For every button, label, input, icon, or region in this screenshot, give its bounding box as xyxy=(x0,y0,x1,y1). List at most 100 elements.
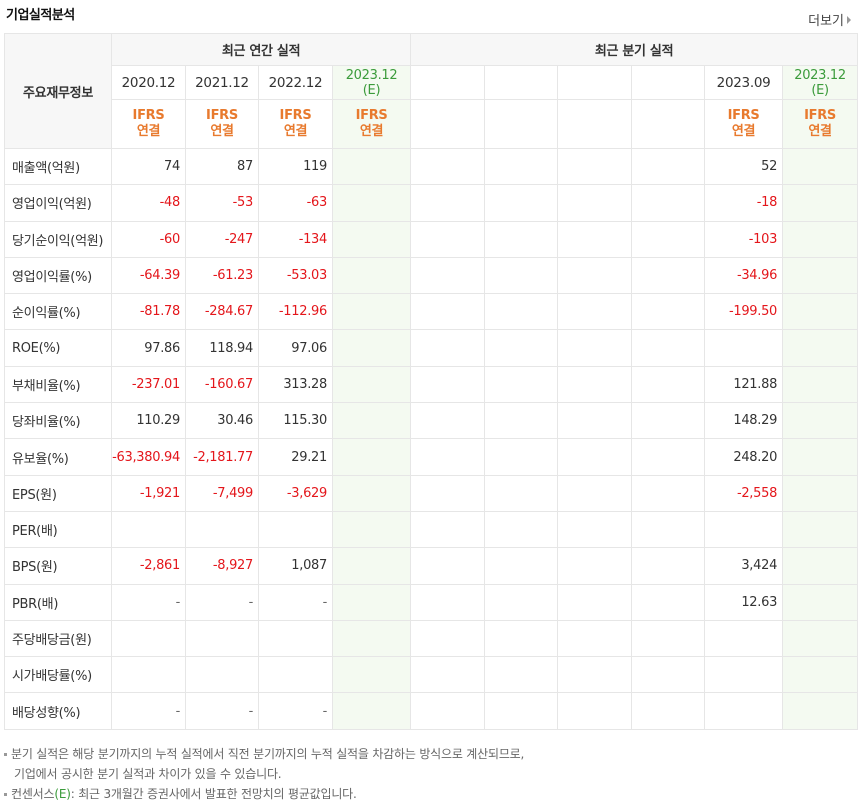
table-cell: 119 xyxy=(258,147,333,186)
financial-table: 주요재무정보 최근 연간 실적 최근 분기 실적 2020.12 2021.12 2… xyxy=(4,33,859,730)
row-label: 부채비율(%) xyxy=(4,365,112,404)
table-cell xyxy=(631,438,706,476)
table-cell xyxy=(185,619,259,658)
annual-group-header: 최근 연간 실적 xyxy=(110,33,412,66)
table-cell: -3,629 xyxy=(258,474,333,512)
table-cell: -1,921 xyxy=(111,474,186,512)
table-cell: 97.86 xyxy=(111,329,186,367)
more-link-label: 더보기 xyxy=(808,14,844,29)
footnote-1: 분기 실적은 해당 분기까지의 누적 실적에서 직전 분기까지의 누적 실적을 … xyxy=(4,744,524,764)
table-cell xyxy=(331,510,412,549)
table-cell xyxy=(782,510,859,549)
table-cell: -8,927 xyxy=(185,547,259,585)
table-cell xyxy=(185,656,259,694)
bullet-icon xyxy=(4,753,7,756)
table-cell: -2,181.77 xyxy=(185,438,259,476)
table-cell xyxy=(782,547,859,585)
table-row: 당기순이익(억원) -60 -247 -134 -103 xyxy=(4,220,859,258)
table-cell xyxy=(631,474,706,512)
table-cell xyxy=(631,256,706,295)
table-cell xyxy=(782,220,859,258)
table-cell xyxy=(258,510,333,549)
table-cell: - xyxy=(185,583,259,621)
table-cell xyxy=(631,220,706,258)
table-cell xyxy=(557,619,633,658)
ifrs-label: IFRS xyxy=(279,108,312,123)
table-cell xyxy=(557,692,633,730)
table-cell: -63,380.94 xyxy=(111,438,186,476)
table-cell xyxy=(410,365,486,404)
table-cell xyxy=(331,583,412,621)
table-cell: 30.46 xyxy=(185,402,259,440)
period-header: 2020.12 xyxy=(111,65,186,100)
table-cell xyxy=(331,293,412,331)
table-cell xyxy=(410,293,486,331)
table-cell xyxy=(331,402,412,440)
row-label: 주당배당금(원) xyxy=(4,619,112,658)
table-row: 부채비율(%) -237.01 -160.67 313.28 121.88 xyxy=(4,365,859,404)
table-cell xyxy=(484,510,559,549)
row-label: 당기순이익(억원) xyxy=(4,220,112,258)
table-cell: - xyxy=(111,583,186,621)
table-cell xyxy=(410,184,486,222)
quarter-group-header: 최근 분기 실적 xyxy=(410,33,859,66)
table-cell: 3,424 xyxy=(704,547,784,585)
consolidated-label: 연결 xyxy=(808,124,832,139)
table-cell xyxy=(331,365,412,404)
table-cell xyxy=(410,402,486,440)
table-cell xyxy=(782,329,859,367)
table-cell xyxy=(557,256,633,295)
table-row: 시가배당률(%) xyxy=(4,656,859,694)
bullet-icon xyxy=(4,793,7,796)
table-cell xyxy=(410,692,486,730)
row-label: 순이익률(%) xyxy=(4,293,112,331)
table-cell xyxy=(484,220,559,258)
table-cell xyxy=(258,656,333,694)
consolidated-label: 연결 xyxy=(136,124,161,139)
table-cell xyxy=(782,147,859,186)
table-cell xyxy=(557,147,633,186)
table-cell xyxy=(557,438,633,476)
period-header xyxy=(410,65,486,100)
ifrs-header: IFRS 연결 xyxy=(782,99,859,149)
table-cell: -34.96 xyxy=(704,256,784,295)
footnotes: 분기 실적은 해당 분기까지의 누적 실적에서 직전 분기까지의 누적 실적을 … xyxy=(4,744,524,804)
table-cell: -48 xyxy=(111,184,186,222)
row-label: 배당성향(%) xyxy=(4,692,112,730)
table-cell xyxy=(258,619,333,658)
ifrs-header xyxy=(410,99,486,149)
period-header: 2023.09 xyxy=(704,65,784,100)
table-cell: 115.30 xyxy=(258,402,333,440)
table-cell xyxy=(484,583,559,621)
table-cell: -61.23 xyxy=(185,256,259,295)
table-cell xyxy=(331,438,412,476)
table-cell xyxy=(111,656,186,694)
table-cell xyxy=(782,438,859,476)
table-cell xyxy=(631,547,706,585)
ifrs-header: IFRS 연결 xyxy=(111,99,186,149)
table-cell xyxy=(331,256,412,295)
table-cell xyxy=(782,402,859,440)
table-cell: 248.20 xyxy=(704,438,784,476)
table-cell xyxy=(631,402,706,440)
period-header xyxy=(557,65,633,100)
table-cell xyxy=(557,220,633,258)
table-cell xyxy=(631,293,706,331)
more-link[interactable]: 더보기 xyxy=(808,10,851,29)
table-cell xyxy=(331,619,412,658)
row-label: 유보율(%) xyxy=(4,438,112,476)
period-label: 2023.12 xyxy=(345,67,398,83)
table-cell xyxy=(557,293,633,331)
table-cell xyxy=(631,692,706,730)
consolidated-label: 연결 xyxy=(359,124,384,139)
table-row: BPS(원) -2,861 -8,927 1,087 3,424 xyxy=(4,547,859,585)
ifrs-header xyxy=(484,99,559,149)
table-cell xyxy=(557,365,633,404)
table-cell xyxy=(557,547,633,585)
table-row: PBR(배) - - -12.63 xyxy=(4,583,859,621)
ifrs-label: IFRS xyxy=(206,108,238,123)
estimate-tag: (E) xyxy=(362,82,381,98)
table-cell xyxy=(782,474,859,512)
period-header: 2021.12 xyxy=(185,65,259,100)
table-cell xyxy=(185,510,259,549)
